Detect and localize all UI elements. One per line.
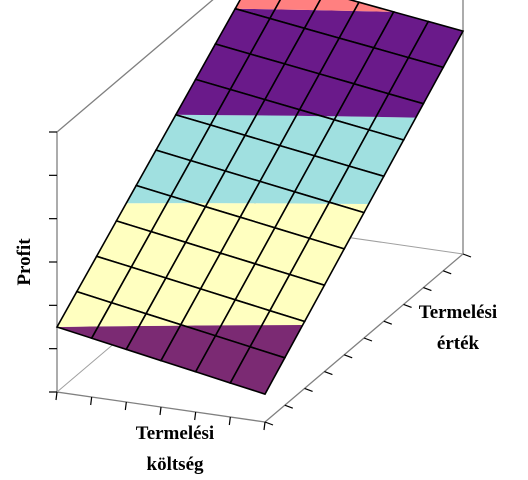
surface-band-4 <box>235 0 281 10</box>
surface-band-1 <box>139 313 181 326</box>
x-tick <box>90 396 93 406</box>
y-tick <box>442 270 452 275</box>
surface-band-3 <box>376 93 424 118</box>
x-tick <box>263 421 266 431</box>
y-tick <box>363 337 373 342</box>
surface-band-0 <box>91 326 140 350</box>
surface-band-2 <box>247 181 295 204</box>
y-axis-title-line1: Termelési <box>419 302 497 323</box>
surface-band-3 <box>216 89 265 116</box>
surface-band-1 <box>274 203 329 239</box>
surface-band-3 <box>336 83 389 117</box>
y-tick <box>324 371 333 376</box>
axis-ticks <box>49 131 472 431</box>
y-tick <box>264 421 274 426</box>
surface-band-2 <box>279 115 335 156</box>
surface-band-2 <box>207 171 260 204</box>
surface-band-3 <box>269 9 315 29</box>
x-axis-title-line1: Termelési <box>136 423 214 444</box>
back-wall-outline <box>56 0 464 423</box>
z-axis-title: Profit <box>14 238 35 286</box>
surface-band-3 <box>175 79 231 116</box>
surface-band-2 <box>210 115 257 136</box>
surface-plot <box>55 0 465 396</box>
surface-band-4 <box>274 0 321 11</box>
surface-band-0 <box>215 325 262 347</box>
surface-band-1 <box>57 291 112 327</box>
surface-cell <box>229 345 286 396</box>
y-axis-title-line2: érték <box>437 333 480 354</box>
y-tick <box>284 404 294 409</box>
surface-band-2 <box>288 191 330 204</box>
surface-band-2 <box>170 160 226 204</box>
surface-band-1 <box>240 203 289 228</box>
x-tick <box>55 391 58 401</box>
surface-band-2 <box>329 166 384 204</box>
surface-band-0 <box>250 325 303 358</box>
x-tick <box>228 416 231 426</box>
surface-band-0 <box>57 326 99 339</box>
y-tick <box>403 303 412 308</box>
y-tick <box>462 253 472 258</box>
y-tick <box>343 354 353 359</box>
surface-band-2 <box>334 116 377 130</box>
surface-band-2 <box>368 116 416 140</box>
x-axis-title-line2: költség <box>147 454 205 475</box>
x-tick <box>159 406 162 416</box>
surface-band-1 <box>180 288 236 326</box>
surface-band-1 <box>262 310 305 326</box>
x-tick <box>124 401 127 411</box>
surface-band-3 <box>299 73 355 117</box>
surface-band-3 <box>256 99 300 116</box>
surface-band-1 <box>205 203 248 218</box>
y-tick <box>304 387 313 392</box>
surface-band-1 <box>98 302 147 327</box>
y-tick <box>383 320 393 325</box>
surface-band-0 <box>126 325 181 361</box>
surface-band-1 <box>221 299 270 326</box>
surface-band-3 <box>339 11 394 48</box>
x-tick <box>194 411 197 421</box>
surface-band-2 <box>126 185 171 204</box>
surface-band-4 <box>314 0 359 11</box>
surface-band-1 <box>151 203 206 243</box>
y-tick <box>423 287 432 292</box>
